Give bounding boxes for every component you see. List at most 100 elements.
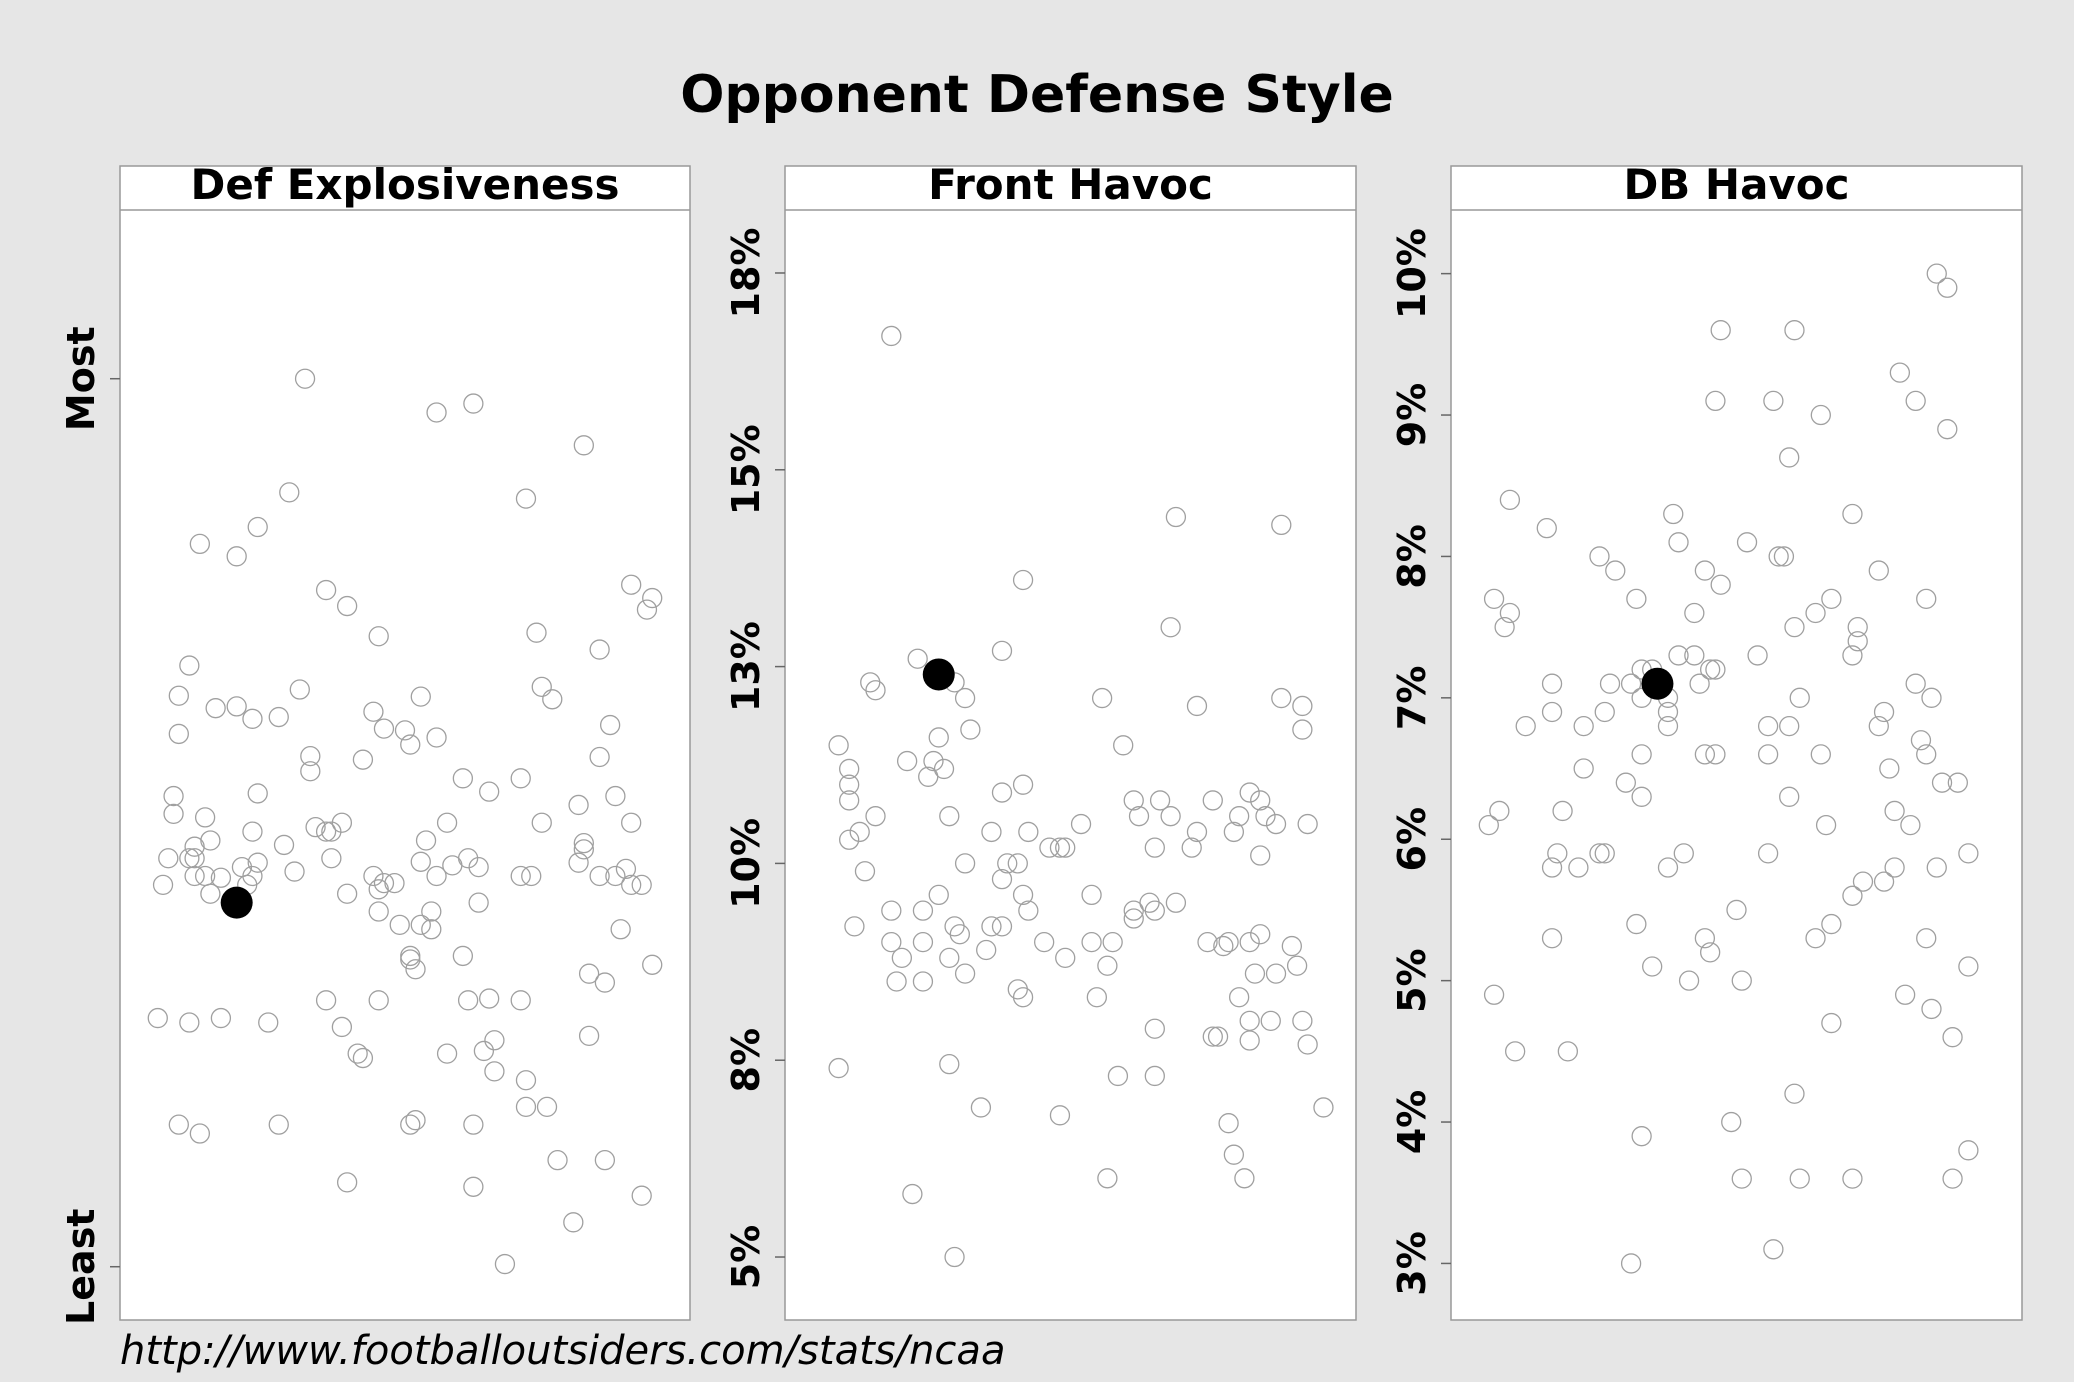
data-point [410, 851, 431, 872]
data-point [510, 768, 531, 789]
data-point [189, 1123, 211, 1144]
data-point [1239, 1030, 1260, 1051]
data-point [184, 836, 205, 857]
data-point [1149, 790, 1171, 811]
data-point [1202, 1026, 1223, 1047]
data-point [473, 1040, 495, 1062]
data-point [1128, 806, 1150, 827]
data-point [1265, 813, 1287, 835]
data-point [1668, 645, 1689, 666]
data-point [452, 768, 474, 789]
data-point [389, 914, 410, 935]
y-tick-label: 18% [724, 227, 768, 318]
data-point [479, 988, 500, 1009]
data-point [373, 872, 395, 894]
data-point [1789, 687, 1810, 708]
data-point [510, 990, 531, 1011]
data-point [457, 990, 479, 1011]
data-point [1910, 730, 1932, 751]
data-point [247, 516, 268, 538]
data-point [405, 1110, 426, 1131]
data-point [363, 701, 384, 722]
data-point [179, 848, 200, 869]
data-point [1626, 913, 1647, 935]
data-point [1620, 673, 1642, 694]
data-point [1642, 956, 1663, 977]
data-point [1884, 800, 1905, 822]
data-point [1281, 935, 1302, 957]
y-tick-label: 8% [1390, 524, 1434, 589]
data-point [368, 990, 389, 1011]
panel-1: Def Explosiveness Most Least [59, 160, 691, 1325]
data-point [179, 1012, 200, 1033]
y-tick-label: 5% [1390, 948, 1434, 1013]
data-point [405, 959, 426, 980]
data-point [147, 1007, 168, 1029]
data-point [1884, 857, 1905, 878]
data-point [1852, 871, 1874, 892]
data-point [226, 546, 247, 567]
data-point [1573, 758, 1594, 779]
data-point [954, 853, 976, 874]
data-point [1694, 928, 1716, 949]
data-point [1018, 900, 1039, 921]
highlight-point [922, 658, 955, 691]
data-point [1234, 1168, 1255, 1189]
data-point [1297, 1034, 1318, 1055]
data-point [954, 687, 976, 709]
highlight-point [1641, 667, 1674, 700]
data-point [1900, 814, 1921, 836]
data-point [605, 785, 626, 807]
data-point [1297, 813, 1318, 835]
data-point [1958, 956, 1979, 977]
data-point [1747, 645, 1768, 666]
data-point [421, 901, 442, 922]
data-point [1705, 744, 1726, 765]
data-point [1779, 715, 1800, 737]
data-point [1921, 687, 1942, 708]
data-point [1007, 853, 1028, 874]
data-point [1694, 744, 1716, 765]
data-point [1657, 701, 1679, 723]
data-point [939, 806, 960, 827]
data-point [415, 830, 437, 851]
data-point [578, 963, 600, 984]
data-point [247, 783, 268, 804]
data-point [521, 865, 542, 887]
data-point [205, 698, 226, 719]
data-point [515, 488, 537, 509]
data-point [163, 803, 184, 824]
data-point [1515, 715, 1536, 737]
data-point [1842, 1168, 1863, 1189]
data-point [1810, 744, 1831, 765]
data-point [1631, 1126, 1652, 1147]
data-point [1213, 935, 1234, 957]
data-point [300, 745, 321, 767]
data-point [426, 727, 447, 748]
data-point [970, 1097, 992, 1118]
data-point [289, 679, 310, 700]
data-point [479, 781, 500, 802]
data-point [1842, 645, 1863, 666]
data-point [1239, 782, 1260, 803]
data-point [881, 931, 902, 953]
data-point [1873, 871, 1895, 892]
data-point [1916, 928, 1937, 949]
data-point [484, 1061, 505, 1082]
data-point [394, 720, 416, 741]
data-point [615, 858, 637, 880]
data-point [315, 579, 337, 601]
data-point [321, 848, 342, 869]
data-point [1942, 1027, 1963, 1048]
data-point [636, 599, 658, 620]
data-point [1034, 931, 1055, 953]
data-point [991, 868, 1013, 890]
data-point [315, 821, 337, 842]
data-point [1012, 774, 1034, 795]
data-point [960, 719, 981, 740]
data-point [268, 706, 289, 728]
data-point [1958, 843, 1979, 864]
data-point [542, 689, 563, 710]
data-point [573, 832, 594, 854]
